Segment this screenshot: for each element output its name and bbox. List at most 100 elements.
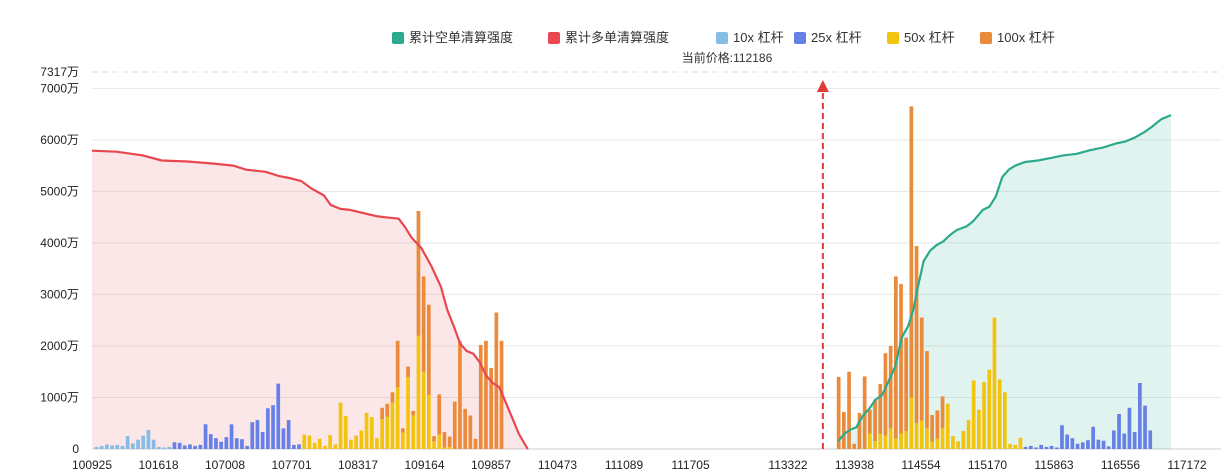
bar-x10 bbox=[141, 435, 146, 449]
bar-x100 bbox=[914, 246, 919, 424]
legend-item-x50[interactable]: 50x 杠杆 bbox=[887, 30, 955, 45]
x-tick-label: 101618 bbox=[138, 458, 178, 472]
bar-x50 bbox=[328, 435, 332, 449]
bar-x50 bbox=[375, 438, 379, 449]
legend-label-x10: 10x 杠杆 bbox=[733, 30, 784, 45]
bar-x25 bbox=[1132, 432, 1137, 449]
bar-x100 bbox=[478, 344, 483, 449]
long-cumulative-line bbox=[91, 149, 529, 450]
legend-swatch-short bbox=[392, 32, 404, 44]
bar-x50 bbox=[992, 317, 997, 449]
legend-swatch-x100 bbox=[980, 32, 992, 44]
bar-x25 bbox=[1065, 434, 1069, 449]
bar-x100 bbox=[888, 346, 893, 429]
bar-x100 bbox=[919, 317, 924, 421]
bar-x10 bbox=[94, 446, 99, 449]
bar-x25 bbox=[1138, 383, 1142, 449]
cumulative-curves bbox=[91, 114, 1172, 450]
bar-x25 bbox=[188, 444, 192, 449]
bar-x50 bbox=[1008, 443, 1012, 449]
bar-x100 bbox=[427, 304, 431, 395]
bar-x50 bbox=[997, 379, 1002, 449]
legend-item-x100[interactable]: 100x 杠杆 bbox=[980, 30, 1055, 45]
current-price-label: 当前价格:112186 bbox=[682, 50, 773, 65]
legend-item-long[interactable]: 累计多单清算强度 bbox=[548, 30, 669, 45]
bar-x25 bbox=[1101, 440, 1106, 449]
bar-x100 bbox=[842, 411, 846, 449]
bar-x10 bbox=[146, 429, 151, 449]
bar-x25 bbox=[1148, 430, 1153, 449]
x-tick-label: 113322 bbox=[768, 458, 807, 472]
bar-x50 bbox=[421, 371, 426, 449]
bar-x50 bbox=[930, 441, 934, 449]
bar-x50 bbox=[945, 403, 950, 449]
bar-x50 bbox=[406, 376, 410, 449]
long-cumulative-area bbox=[92, 150, 528, 449]
bar-x25 bbox=[224, 437, 229, 449]
bar-x100 bbox=[421, 276, 426, 372]
bar-x50 bbox=[323, 445, 327, 449]
legend-item-x25[interactable]: 25x 杠杆 bbox=[794, 30, 862, 45]
legend-swatch-x10 bbox=[716, 32, 728, 44]
bar-x100 bbox=[894, 276, 898, 439]
bar-x50 bbox=[390, 402, 395, 449]
bar-x25 bbox=[1054, 447, 1059, 449]
bar-x25 bbox=[281, 428, 286, 449]
bar-x100 bbox=[940, 396, 945, 429]
bar-x100 bbox=[411, 410, 416, 416]
x-tick-label: 107008 bbox=[205, 458, 245, 472]
bar-x25 bbox=[1096, 439, 1101, 449]
bar-x10 bbox=[110, 445, 114, 449]
bar-x100 bbox=[899, 284, 903, 434]
bar-x50 bbox=[380, 419, 384, 449]
x-tick-label: 111089 bbox=[605, 458, 644, 472]
bar-x50 bbox=[914, 423, 919, 449]
bar-x25 bbox=[172, 442, 177, 449]
bar-x25 bbox=[1086, 440, 1090, 449]
bar-x25 bbox=[1117, 414, 1121, 449]
bar-x25 bbox=[177, 442, 182, 449]
x-tick-label: 115863 bbox=[1034, 458, 1073, 472]
bar-x25 bbox=[1091, 426, 1095, 449]
bar-x25 bbox=[271, 405, 275, 449]
bar-x10 bbox=[157, 446, 161, 449]
bar-x25 bbox=[1049, 445, 1054, 449]
bar-x100 bbox=[868, 409, 872, 434]
legend-label-x100: 100x 杠杆 bbox=[997, 30, 1055, 45]
legend-item-x10[interactable]: 10x 杠杆 bbox=[716, 30, 784, 45]
bar-x50 bbox=[1013, 444, 1018, 449]
bar-x50 bbox=[307, 435, 312, 449]
bar-x25 bbox=[219, 441, 223, 449]
bar-x100 bbox=[401, 428, 405, 433]
bar-x50 bbox=[966, 420, 971, 449]
y-tick-label: 7317万 bbox=[40, 65, 79, 79]
bar-x50 bbox=[888, 428, 893, 449]
bar-x100 bbox=[432, 436, 436, 442]
x-tick-label: 113938 bbox=[835, 458, 874, 472]
grid bbox=[92, 71, 1221, 450]
bar-x50 bbox=[894, 438, 898, 449]
bar-x50 bbox=[437, 434, 442, 449]
bar-x50 bbox=[312, 442, 317, 449]
bar-x100 bbox=[925, 351, 929, 429]
bar-x25 bbox=[286, 420, 291, 449]
bar-x100 bbox=[468, 415, 473, 449]
legend-label-x50: 50x 杠杆 bbox=[904, 30, 955, 45]
bar-x10 bbox=[136, 439, 140, 449]
bar-x25 bbox=[1060, 425, 1064, 449]
bar-x25 bbox=[1034, 447, 1038, 449]
bar-x50 bbox=[395, 387, 400, 449]
bar-x25 bbox=[1122, 433, 1127, 449]
bar-x100 bbox=[878, 384, 883, 434]
bar-x50 bbox=[427, 394, 431, 449]
bar-x50 bbox=[956, 441, 960, 449]
bar-x50 bbox=[359, 430, 364, 449]
bar-x50 bbox=[349, 439, 353, 449]
x-tick-label: 114554 bbox=[901, 458, 940, 472]
legend-item-short[interactable]: 累计空单清算强度 bbox=[392, 30, 513, 45]
x-axis: 100925 101618 107008 107701 108317 109164 1098… bbox=[72, 458, 1207, 472]
bar-x50 bbox=[354, 435, 358, 449]
bar-x100 bbox=[935, 410, 940, 439]
x-tick-label: 110473 bbox=[538, 458, 577, 472]
bar-x100 bbox=[489, 368, 493, 449]
